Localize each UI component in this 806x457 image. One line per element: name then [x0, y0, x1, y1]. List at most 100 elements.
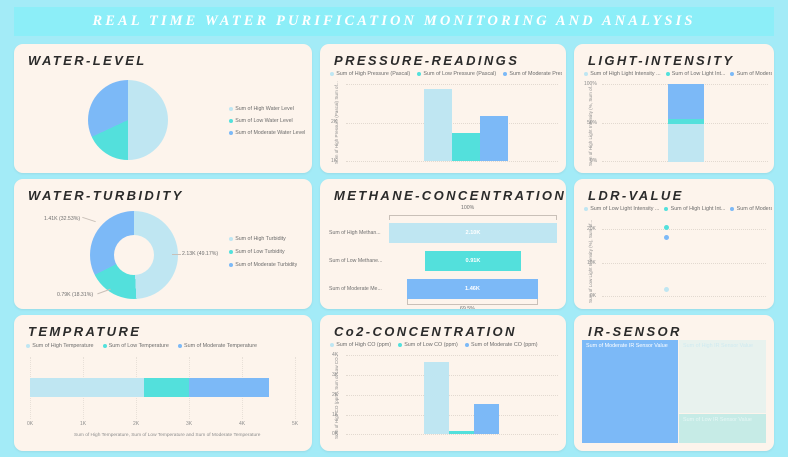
- legend-pressure: Sum of High Pressure (Pascal) Sum of Low…: [330, 71, 562, 77]
- bar-high-co2[interactable]: [424, 362, 449, 434]
- plot-area-temperature[interactable]: [30, 357, 296, 419]
- legend-item[interactable]: Sum of Moderate Pressure (Pa...: [503, 71, 562, 77]
- legend-swatch-icon: [584, 207, 588, 211]
- bar-moderate-pressure[interactable]: [480, 116, 508, 161]
- bar-segment-moderate-light[interactable]: [668, 84, 704, 119]
- card-temperature[interactable]: TEMPRATURE Sum of High Temperature Sum o…: [14, 315, 312, 451]
- legend-swatch-icon: [229, 237, 233, 241]
- bar-moderate-co2[interactable]: [474, 404, 499, 434]
- legend-item[interactable]: Sum of Low Temperature: [102, 343, 169, 349]
- legend-item[interactable]: Sum of High Water Level: [229, 106, 294, 112]
- bracket-tick: [389, 215, 390, 220]
- y-tick: 2K: [331, 119, 338, 125]
- card-ldr-value[interactable]: LDR-VALUE Sum of Low Light Intensity ...…: [574, 179, 774, 309]
- legend-item[interactable]: Sum of Low Light Intensity ...: [584, 206, 659, 212]
- legend-swatch-icon: [330, 343, 334, 347]
- bar-segment-moderate-temperature[interactable]: [189, 378, 269, 397]
- card-methane-concentration[interactable]: METHANE-CONCENTRATION 100% Sum of High M…: [320, 179, 566, 309]
- legend-item[interactable]: Sum of High CO (ppm): [330, 342, 391, 348]
- gridline: [346, 161, 558, 162]
- legend-item[interactable]: Sum of Low CO (ppm): [398, 342, 458, 348]
- funnel-value: 1.46K: [465, 286, 480, 292]
- legend-item[interactable]: Sum of Low Water Level: [229, 118, 293, 124]
- plot-area-co2[interactable]: [346, 355, 558, 435]
- legend-label: Sum of Low Water Level: [235, 118, 293, 124]
- legend-item[interactable]: Sum of Moderate CO (ppm): [464, 342, 538, 348]
- gridline: [602, 263, 766, 264]
- card-title-temperature: TEMPRATURE: [28, 324, 142, 339]
- card-light-intensity[interactable]: LIGHT-INTENSITY Sum of High Light Intens…: [574, 44, 774, 173]
- treemap-label-moderate: Sum of Moderate IR Sensor Value: [586, 343, 668, 349]
- legend-swatch-icon: [229, 119, 233, 123]
- treemap-ir-sensor[interactable]: Sum of Moderate IR Sensor Value Sum of H…: [582, 340, 766, 443]
- legend-item[interactable]: Sum of Low Turbidity: [229, 249, 285, 255]
- card-title-ir: IR-SENSOR: [588, 324, 682, 339]
- plot-area-pressure[interactable]: [346, 84, 558, 162]
- legend-label: Sum of Moderate Turbidity: [235, 262, 298, 268]
- scatter-point-moderate[interactable]: [664, 235, 669, 240]
- gridline: [346, 355, 558, 356]
- legend-item[interactable]: Sum of Low Pressure (Pascal): [417, 71, 496, 77]
- legend-item[interactable]: Sum of Moderat...: [730, 71, 772, 77]
- legend-item[interactable]: Sum of Low Light Int...: [665, 71, 725, 77]
- funnel-top-bracket: [389, 215, 557, 216]
- legend-co2: Sum of High CO (ppm) Sum of Low CO (ppm)…: [330, 342, 564, 348]
- card-title-light: LIGHT-INTENSITY: [588, 53, 735, 68]
- funnel-top-percent: 100%: [461, 205, 475, 211]
- plot-area-light[interactable]: [602, 84, 768, 162]
- legend-label: Sum of Low Pressure (Pascal): [423, 71, 497, 77]
- card-water-turbidity[interactable]: WATER-TURBIDITY 2.13K (49.17%) 1.41K (32…: [14, 179, 312, 309]
- scatter-point-low[interactable]: [664, 287, 669, 292]
- plot-area-ldr[interactable]: [602, 219, 766, 297]
- gridline: [602, 296, 766, 297]
- pie-chart-water-level[interactable]: [88, 80, 168, 160]
- funnel-bar-moderate[interactable]: 1.46K: [407, 279, 538, 299]
- legend-item[interactable]: Sum of Moderate Temperature: [177, 343, 257, 349]
- legend-item[interactable]: Sum of Moderate Water Level: [229, 130, 305, 136]
- funnel-bar-low[interactable]: 0.91K: [425, 251, 521, 271]
- gridline: [346, 84, 558, 85]
- donut-chart-turbidity[interactable]: [90, 211, 178, 299]
- y-tick: 50%: [587, 120, 598, 126]
- y-tick: 100%: [584, 81, 597, 87]
- scatter-point-high[interactable]: [664, 225, 669, 230]
- card-co2-concentration[interactable]: Co2-CONCENTRATION Sum of High CO (ppm) S…: [320, 315, 566, 451]
- legend-swatch-icon: [464, 343, 469, 347]
- legend-item[interactable]: Sum of High Light Int...: [664, 206, 725, 212]
- legend-item[interactable]: Sum of Moderat...: [730, 206, 772, 212]
- funnel-bar-high[interactable]: 2.10K: [389, 223, 557, 243]
- bar-low-pressure[interactable]: [452, 133, 480, 161]
- legend-item[interactable]: Sum of High Light Intensity ...: [584, 71, 661, 77]
- x-tick: 5K: [292, 421, 299, 427]
- legend-swatch-icon: [229, 250, 233, 254]
- pie-slices: [88, 80, 168, 160]
- legend-label: Sum of Low CO (ppm): [404, 342, 458, 348]
- legend-item[interactable]: Sum of High Pressure (Pascal): [330, 71, 410, 77]
- legend-swatch-icon: [26, 344, 30, 348]
- bar-segment-high-light[interactable]: [668, 123, 704, 162]
- card-pressure-readings[interactable]: PRESSURE-READINGS Sum of High Pressure (…: [320, 44, 566, 173]
- funnel-value: 0.91K: [465, 258, 481, 264]
- card-ir-sensor[interactable]: IR-SENSOR Sum of Moderate IR Sensor Valu…: [574, 315, 774, 451]
- treemap-tile-moderate[interactable]: [582, 340, 678, 443]
- dashboard-banner: REAL TIME WATER PURIFICATION MONITORING …: [14, 7, 774, 36]
- legend-item[interactable]: Sum of Moderate Turbidity: [229, 262, 297, 268]
- card-title-methane: METHANE-CONCENTRATION: [334, 188, 566, 203]
- bar-low-co2[interactable]: [449, 431, 474, 434]
- treemap-tile-high[interactable]: [679, 340, 766, 413]
- x-tick: 0K: [27, 421, 34, 427]
- bar-segment-low-temperature[interactable]: [144, 378, 189, 397]
- gridline: [346, 415, 558, 416]
- bar-high-pressure[interactable]: [424, 89, 452, 161]
- bar-segment-high-temperature[interactable]: [30, 378, 144, 397]
- card-water-level[interactable]: WATER-LEVEL Sum of High Water Level Sum …: [14, 44, 312, 173]
- legend-item[interactable]: Sum of High Turbidity: [229, 236, 286, 242]
- donut-label-moderate: 1.41K (32.53%): [44, 216, 81, 222]
- bar-segment-low-light[interactable]: [668, 119, 704, 124]
- legend-label: Sum of High Temperature: [32, 343, 94, 349]
- treemap-tile-low[interactable]: [679, 414, 766, 443]
- legend-item[interactable]: Sum of High Temperature: [26, 343, 94, 349]
- legend-label: Sum of Moderate CO (ppm): [471, 342, 538, 348]
- bracket-tick: [537, 299, 538, 304]
- legend-swatch-icon: [177, 344, 182, 348]
